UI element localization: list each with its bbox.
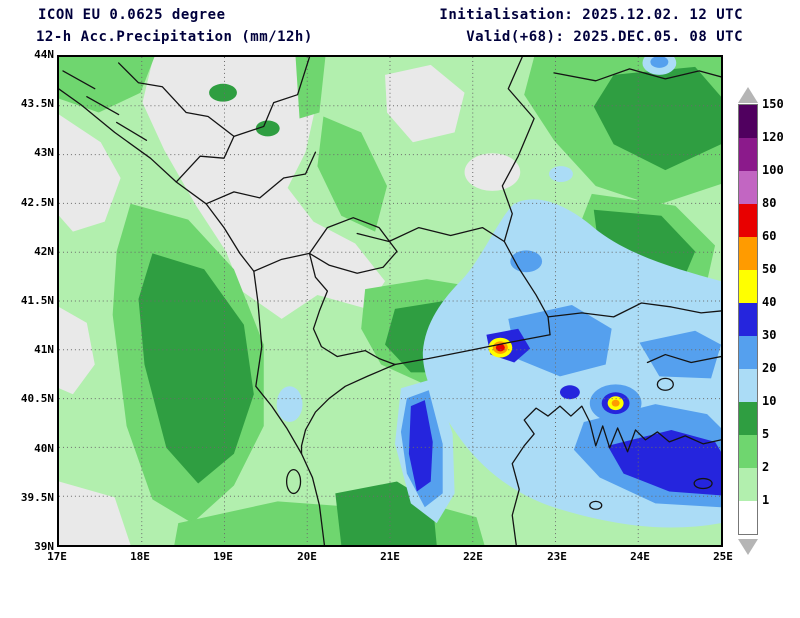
lat-tick-label: 41N (34, 343, 54, 356)
initialisation-time: Initialisation: 2025.12.02. 12 UTC (439, 7, 743, 23)
legend-value: 120 (762, 130, 784, 144)
legend-swatch (739, 270, 757, 303)
lon-tick-label: 22E (463, 550, 483, 563)
legend-swatch (739, 369, 757, 402)
legend-swatch (739, 105, 757, 138)
legend-value: 5 (762, 427, 770, 441)
lat-tick-label: 39.5N (20, 491, 54, 504)
legend-over-max-triangle (738, 87, 758, 103)
legend-value: 10 (762, 394, 777, 408)
lat-tick-label: 40.5N (20, 392, 54, 405)
precipitation-map-svg (59, 57, 721, 545)
legend-value: 1 (762, 493, 770, 507)
legend-swatch (739, 237, 757, 270)
country-borders (59, 57, 721, 545)
lat-tick-label: 44N (34, 48, 54, 61)
lon-tick-label: 20E (297, 550, 317, 563)
legend-swatch (739, 138, 757, 171)
legend-value: 150 (762, 97, 784, 111)
lat-tick-label: 40N (34, 442, 54, 455)
lat-tick-label: 42N (34, 245, 54, 258)
legend-value: 80 (762, 196, 777, 210)
legend-swatch (739, 303, 757, 336)
legend-swatch (739, 501, 757, 534)
legend-swatch (739, 204, 757, 237)
lat-tick-label: 43.5N (20, 97, 54, 110)
dry-areas (59, 57, 521, 545)
lat-tick-label: 43N (34, 146, 54, 159)
legend-swatch (739, 435, 757, 468)
legend-swatch (739, 171, 757, 204)
lon-tick-label: 18E (130, 550, 150, 563)
legend-value: 100 (762, 163, 784, 177)
legend-value: 50 (762, 262, 777, 276)
lat-tick-label: 42.5N (20, 196, 54, 209)
legend-value: 40 (762, 295, 777, 309)
lat-tick-label: 39N (34, 540, 54, 553)
model-title: ICON EU 0.0625 degree (38, 7, 226, 23)
lat-tick-label: 41.5N (20, 294, 54, 307)
color-scale-legend (738, 104, 758, 535)
lon-tick-label: 23E (547, 550, 567, 563)
legend-swatch (739, 336, 757, 369)
product-title: 12-h Acc.Precipitation (mm/12h) (36, 29, 313, 45)
legend-under-min-triangle (738, 539, 758, 555)
lon-tick-label: 17E (47, 550, 67, 563)
legend-value: 60 (762, 229, 777, 243)
grid-lines (59, 57, 721, 545)
lon-tick-label: 21E (380, 550, 400, 563)
legend-value: 30 (762, 328, 777, 342)
valid-time: Valid(+68): 2025.DEC.05. 08 UTC (466, 29, 743, 45)
lon-tick-label: 24E (630, 550, 650, 563)
legend-swatch (739, 468, 757, 501)
lon-tick-label: 19E (213, 550, 233, 563)
map-frame (57, 55, 723, 547)
legend-value: 20 (762, 361, 777, 375)
legend-value: 2 (762, 460, 770, 474)
lon-tick-label: 25E (713, 550, 733, 563)
legend-swatch (739, 402, 757, 435)
